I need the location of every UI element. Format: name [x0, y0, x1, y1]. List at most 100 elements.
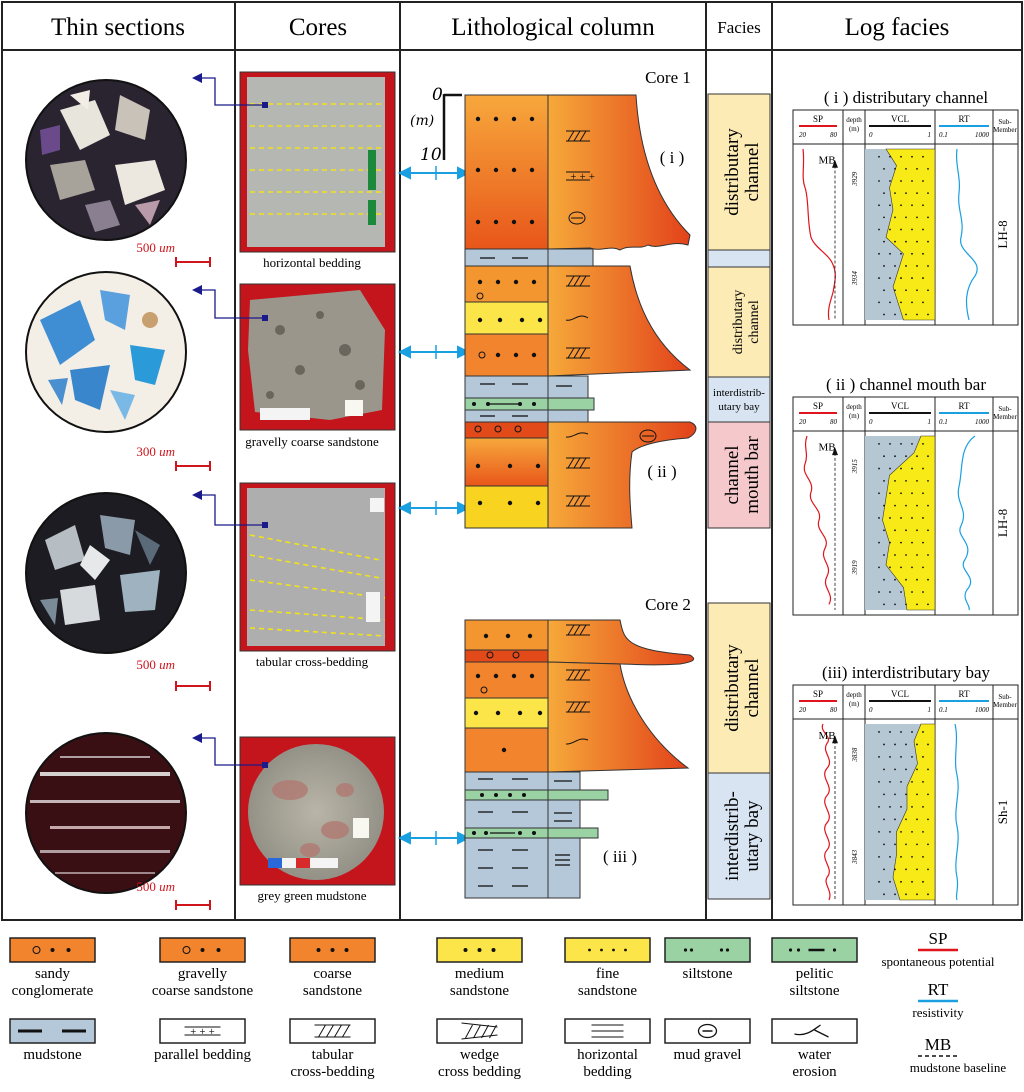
sp-header: SP	[813, 401, 823, 411]
marker-ii: ( ii )	[647, 462, 676, 481]
vcl-max: 1	[928, 418, 932, 426]
member-header: Member	[993, 413, 1017, 421]
depth-scale: 0 (m) 10	[410, 85, 462, 165]
log-facies-title: ( i ) distributary channel	[824, 88, 989, 107]
facies-label-6: interdistrib- utary bay	[722, 791, 763, 881]
rt-header: RT	[959, 401, 970, 411]
sp-header: SP	[813, 114, 823, 124]
facies-column	[707, 93, 771, 900]
mb-legend-desc: mudstone baseline	[910, 1060, 1007, 1075]
sub-header: Sub-	[998, 405, 1012, 413]
legend-label: cross-bedding	[290, 1064, 375, 1080]
sub-header: Sub-	[998, 118, 1012, 126]
scale-bar-3: 500 um	[136, 657, 211, 691]
svg-text:distributary: distributary	[722, 128, 743, 216]
sp-curve	[802, 148, 836, 321]
legend-label: coarse sandstone	[152, 983, 254, 999]
rt-header: RT	[959, 689, 970, 699]
legend-item-6: siltstone	[664, 937, 751, 982]
rt-header: RT	[959, 114, 970, 124]
scale-bar-4: 500 um	[136, 879, 211, 910]
rt-legend-label: RT	[928, 980, 949, 999]
vcl-min: 0	[869, 131, 873, 139]
vcl-min: 0	[869, 706, 873, 714]
header-cores: Cores	[289, 14, 347, 41]
legend-label: pelitic	[796, 966, 834, 982]
sp-curve	[803, 435, 831, 605]
svg-text:utary bay: utary bay	[718, 401, 760, 413]
depth-unit: (m)	[849, 125, 860, 133]
core-photo-3	[239, 482, 396, 652]
sp-min: 20	[799, 706, 807, 714]
legend-label: coarse	[313, 966, 352, 982]
core-column-ties	[397, 166, 471, 845]
legend-label: sandstone	[578, 983, 638, 999]
rt-max: 1000	[975, 706, 990, 714]
marker-i: ( i )	[660, 148, 685, 167]
facies-label-1: distributary channel	[722, 128, 763, 216]
svg-text:channel: channel	[722, 445, 743, 504]
lith-dots	[472, 116, 543, 835]
svg-text:500 um: 500 um	[136, 657, 175, 672]
core2-label: Core 2	[645, 595, 691, 614]
sp-header: SP	[813, 689, 823, 699]
sp-curve	[821, 723, 831, 901]
rt-min: 0.1	[939, 706, 948, 714]
arrow-head-1	[192, 73, 202, 83]
core-photo-2	[239, 283, 396, 431]
legend-label: horizontal	[577, 1047, 638, 1063]
member-header: Member	[993, 701, 1017, 709]
scale-bar-2: 300 um	[136, 444, 211, 471]
scale-bar-1: 500 um	[136, 240, 211, 267]
thin-core-connectors	[200, 77, 265, 766]
facies-label-4: channel mouth bar	[722, 436, 763, 514]
core1-label: Core 1	[645, 68, 691, 87]
core-marker-3	[262, 522, 268, 528]
core2-lithology	[464, 619, 549, 899]
svg-text:utary bay: utary bay	[742, 800, 763, 872]
depth-header: depth	[846, 403, 862, 411]
sp-max: 80	[830, 706, 838, 714]
legend-label: parallel bedding	[154, 1047, 252, 1063]
svg-text:500 um: 500 um	[136, 240, 175, 255]
curve-legend: SP spontaneous potential RT resistivity MB mu…	[881, 929, 1006, 1075]
core1-lithology	[464, 94, 549, 529]
arrow-head-3	[192, 490, 202, 500]
core1-profile	[547, 94, 697, 529]
facies-label-5: distributary channel	[722, 644, 763, 732]
depth-label: 3843	[851, 849, 859, 865]
vcl-max: 1	[928, 131, 932, 139]
marker-iii: ( iii )	[603, 847, 637, 866]
svg-text:300 um: 300 um	[136, 444, 175, 459]
main-frame	[1, 1, 1023, 921]
lith-circles	[474, 292, 522, 694]
log-facies-title: ( ii ) channel mouth bar	[826, 375, 986, 394]
core-photo-1	[239, 71, 396, 253]
mb-label: MB	[818, 154, 835, 166]
vcl-header: VCL	[891, 401, 909, 411]
legend-label: mudstone	[23, 1047, 82, 1063]
rt-min: 0.1	[939, 131, 948, 139]
legend-item-13: mud gravel	[664, 1018, 751, 1063]
arrow-head-2	[192, 285, 202, 295]
core-caption-4: grey green mudstone	[257, 888, 366, 903]
legend-label: siltstone	[682, 966, 732, 982]
svg-text:+ + +: + + +	[190, 1027, 215, 1036]
depth-label: 3915	[851, 459, 859, 475]
depth-label: 3919	[851, 560, 859, 576]
log-facies-title: (iii) interdistributary bay	[822, 663, 991, 682]
svg-text:0: 0	[432, 85, 443, 105]
svg-text:channel: channel	[742, 142, 763, 201]
header-lithological-column: Lithological column	[451, 14, 655, 41]
mb-legend-label: MB	[925, 1035, 951, 1054]
legend-label: sandstone	[303, 983, 363, 999]
depth-unit: (m)	[849, 700, 860, 708]
svg-text:distributary: distributary	[731, 290, 746, 355]
